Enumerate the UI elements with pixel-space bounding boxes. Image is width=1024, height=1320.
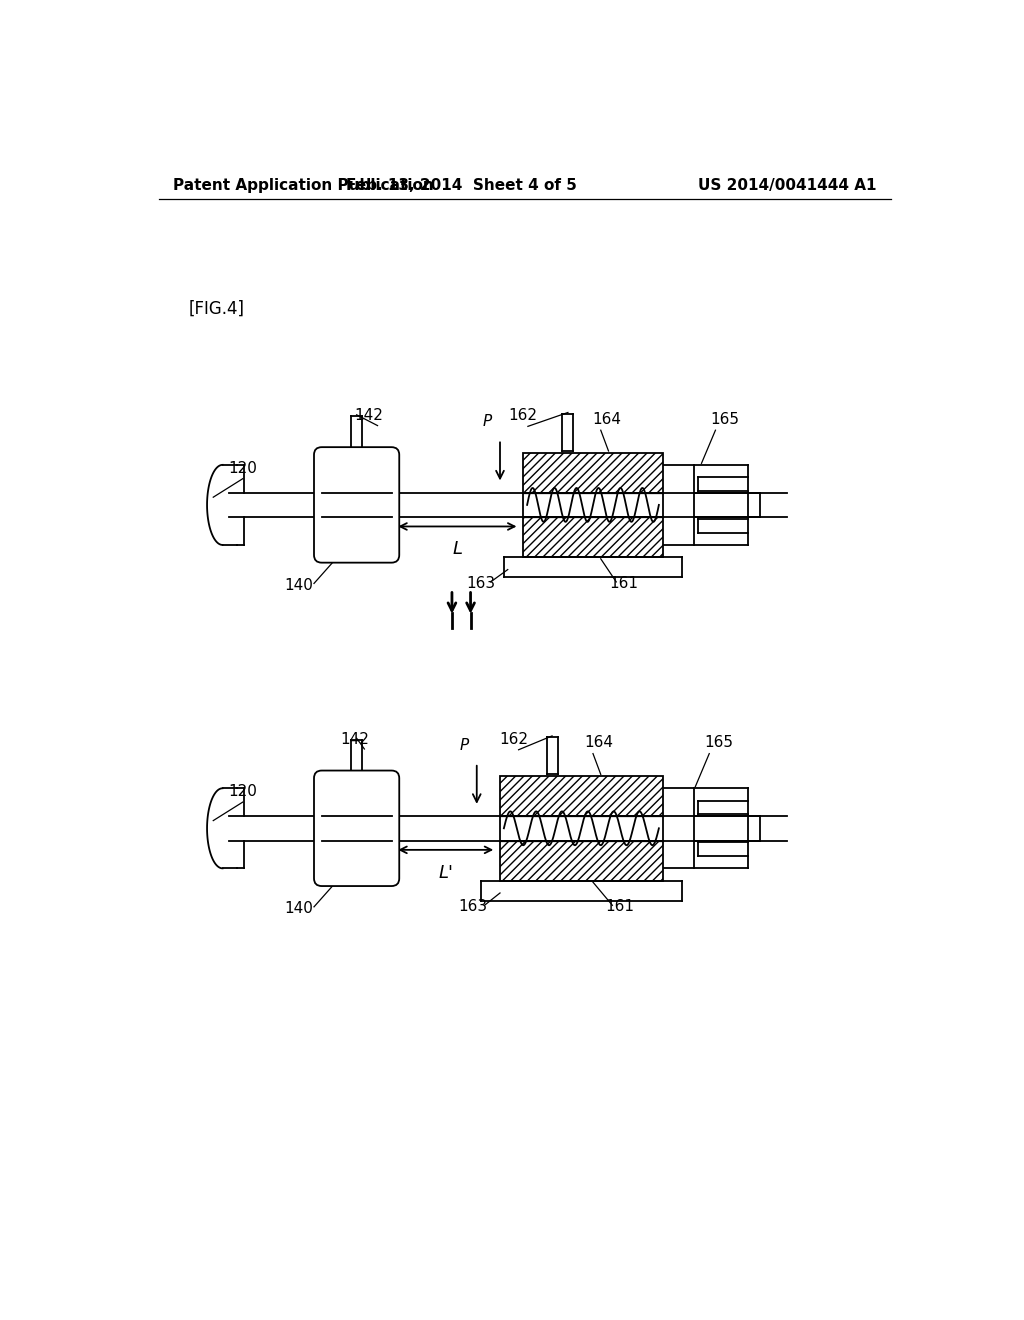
FancyBboxPatch shape	[314, 447, 399, 562]
Text: Patent Application Publication: Patent Application Publication	[173, 178, 434, 193]
Text: 142: 142	[341, 731, 370, 747]
Text: 162: 162	[500, 731, 528, 747]
Text: 120: 120	[228, 461, 257, 475]
Text: 140: 140	[284, 902, 313, 916]
Bar	[523, 453, 663, 492]
Bar	[500, 776, 663, 816]
Text: 165: 165	[711, 412, 739, 428]
Text: 165: 165	[705, 735, 733, 751]
Text: 140: 140	[284, 578, 313, 593]
Text: 164: 164	[585, 735, 613, 751]
Text: 161: 161	[609, 576, 639, 591]
FancyBboxPatch shape	[314, 771, 399, 886]
Text: 142: 142	[354, 408, 383, 424]
Text: 120: 120	[228, 784, 257, 799]
Text: L': L'	[438, 863, 454, 882]
Text: US 2014/0041444 A1: US 2014/0041444 A1	[698, 178, 877, 193]
Bar	[523, 517, 663, 557]
Text: 163: 163	[459, 899, 487, 915]
Text: 161: 161	[605, 899, 635, 915]
Text: P: P	[483, 414, 493, 429]
Text: 164: 164	[593, 412, 622, 428]
Bar	[500, 841, 663, 880]
Text: 162: 162	[509, 408, 538, 424]
Bar	[500, 841, 663, 880]
Text: Feb. 13, 2014  Sheet 4 of 5: Feb. 13, 2014 Sheet 4 of 5	[346, 178, 577, 193]
Bar	[523, 517, 663, 557]
Bar	[500, 776, 663, 816]
Text: L: L	[453, 540, 463, 558]
Bar	[523, 453, 663, 492]
Text: 163: 163	[466, 576, 496, 591]
Text: [FIG.4]: [FIG.4]	[188, 300, 245, 318]
Text: P: P	[460, 738, 469, 752]
